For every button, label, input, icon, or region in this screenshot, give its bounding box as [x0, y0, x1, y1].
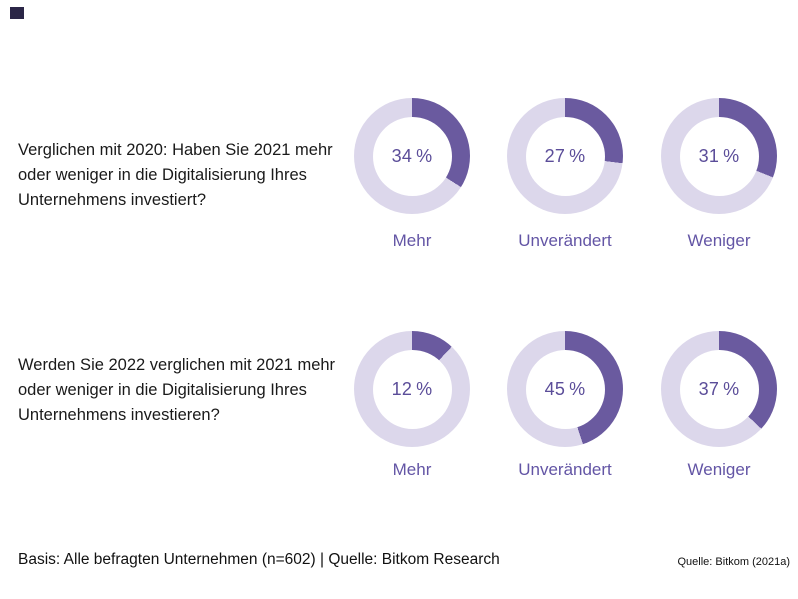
donut-hole: 27 % — [525, 116, 605, 196]
donut-value-label: 31 % — [698, 145, 740, 166]
question-line: oder weniger in die Digitalisierung Ihre… — [18, 381, 307, 399]
category-label-unveraendert: Unverändert — [518, 460, 612, 479]
category-label-mehr: Mehr — [392, 460, 432, 479]
donut-2022-unveraendert: 45 % — [507, 331, 623, 447]
donut-2021-unveraendert: 27 % — [507, 98, 623, 214]
donut-hole: 34 % — [372, 116, 452, 196]
donut-value-label: 34 % — [391, 145, 433, 166]
category-label-mehr: Mehr — [392, 231, 432, 250]
question-line: Verglichen mit 2020: Haben Sie 2021 mehr — [18, 141, 333, 159]
logo-square — [10, 7, 24, 19]
donut-value-label: 45 % — [544, 378, 586, 399]
donut-2022-weniger: 37 % — [661, 331, 777, 447]
donut-2021-weniger: 31 % — [661, 98, 777, 214]
donut-hole: 45 % — [525, 349, 605, 429]
category-label-weniger: Weniger — [687, 460, 751, 479]
donut-hole: 37 % — [679, 349, 759, 429]
donut-2022-mehr: 12 % — [354, 331, 470, 447]
question-line: oder weniger in die Digitalisierung Ihre… — [18, 166, 307, 184]
category-label-unveraendert: Unverändert — [518, 231, 612, 250]
question-2022: Werden Sie 2022 verglichen mit 2021 mehr… — [18, 353, 340, 428]
donut-value-label: 12 % — [391, 378, 433, 399]
category-label-weniger: Weniger — [687, 231, 751, 250]
question-line: Werden Sie 2022 verglichen mit 2021 mehr — [18, 356, 336, 374]
donut-2021-mehr: 34 % — [354, 98, 470, 214]
question-line: Unternehmens investieren? — [18, 406, 220, 424]
donut-value-label: 27 % — [544, 145, 586, 166]
donut-value-label: 37 % — [698, 378, 740, 399]
question-line: Unternehmens investiert? — [18, 191, 207, 209]
basis-note: Basis: Alle befragten Unternehmen (n=602… — [18, 551, 500, 568]
donut-hole: 12 % — [372, 349, 452, 429]
source-note: Quelle: Bitkom (2021a) — [677, 556, 791, 568]
donut-hole: 31 % — [679, 116, 759, 196]
question-2021: Verglichen mit 2020: Haben Sie 2021 mehr… — [18, 138, 340, 213]
